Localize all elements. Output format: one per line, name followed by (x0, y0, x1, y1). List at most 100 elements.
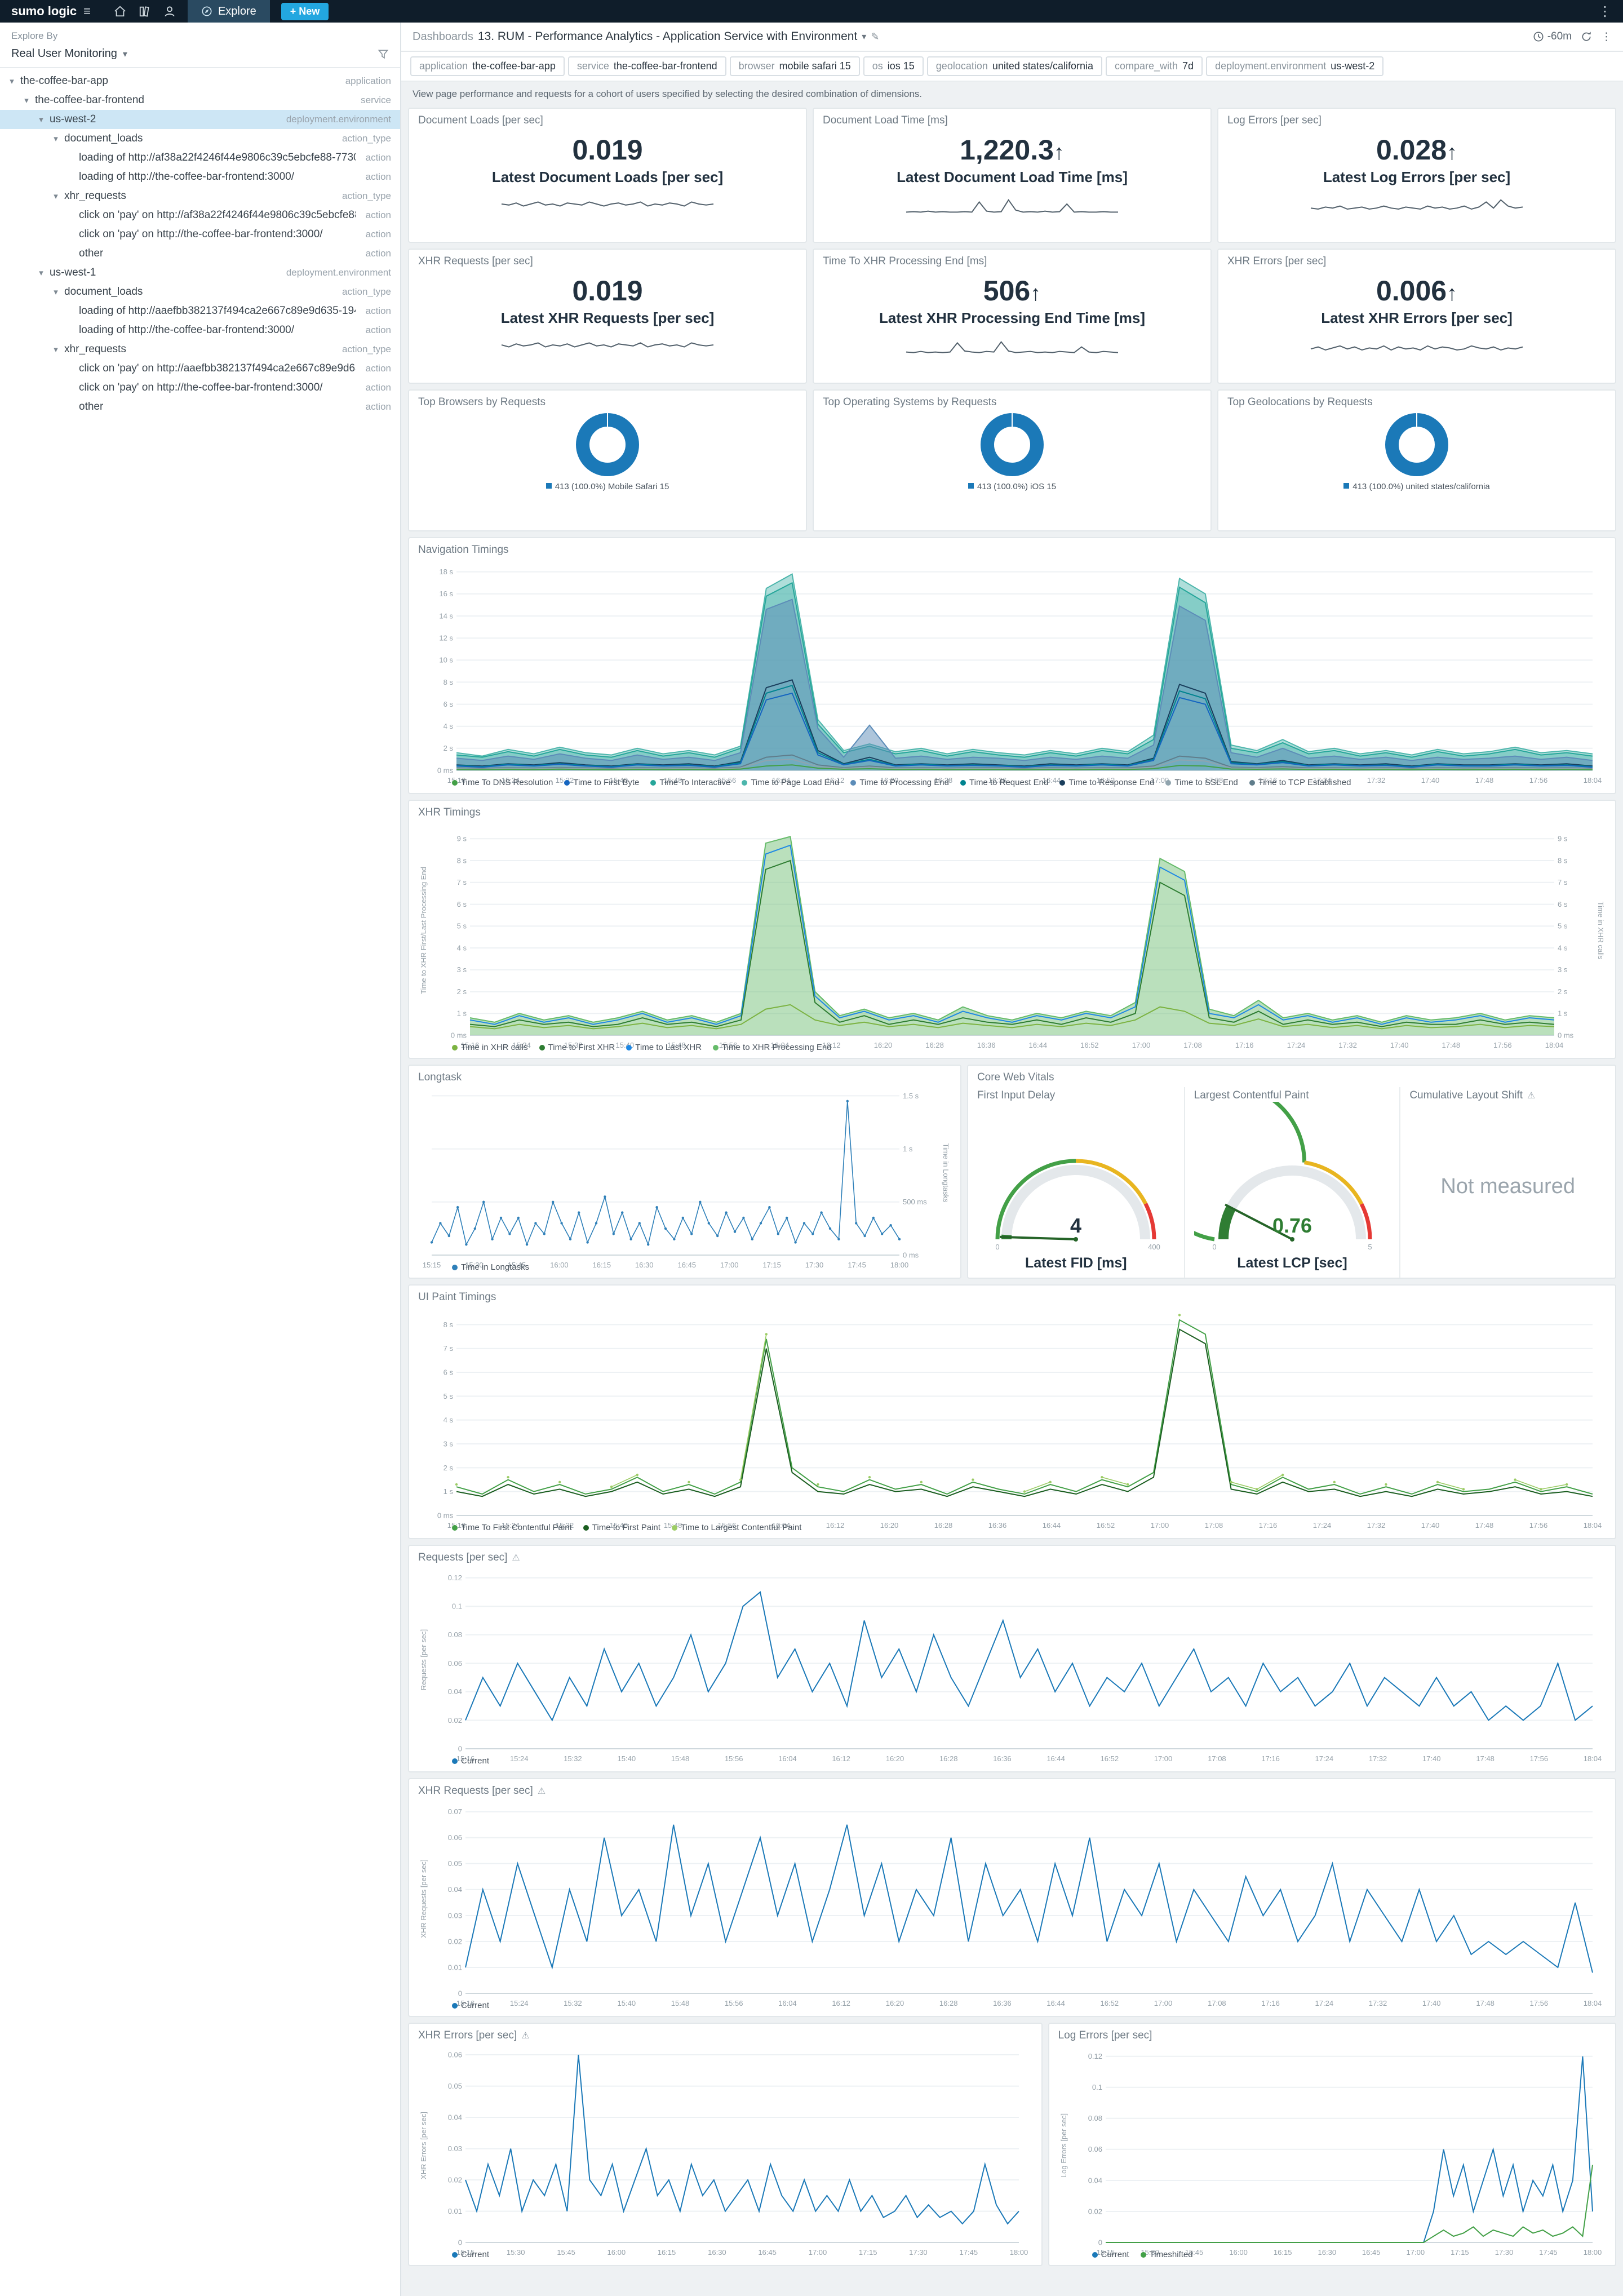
tree-item[interactable]: other action (0, 244, 400, 263)
chevron-down-icon[interactable]: ▾ (54, 287, 58, 297)
xhr-errors-chart[interactable]: 0 0.01 0.02 0.03 0.04 0.05 0.06 15:15 15:30 15:45… (418, 2042, 1032, 2257)
time-range-control[interactable]: -60m (1533, 30, 1572, 43)
header-kebab-icon[interactable]: ⋮ (1601, 30, 1612, 43)
dashboard-header-actions: -60m ⋮ (1533, 30, 1612, 43)
legend-item[interactable]: Time in Longtasks (452, 1262, 529, 1272)
legend-item[interactable]: Timeshifted (1140, 2250, 1193, 2259)
chevron-down-icon[interactable]: ▾ (54, 134, 58, 144)
legend-item[interactable]: Time to Last XHR (626, 1043, 702, 1052)
legend-item[interactable]: Time To DNS Resolution (452, 778, 553, 787)
legend-dot (452, 2002, 458, 2009)
legend-item[interactable]: Time in XHR calls (452, 1043, 528, 1052)
chevron-down-icon[interactable]: ▾ (54, 345, 58, 354)
legend-label: Current (461, 2001, 490, 2010)
donut-legend[interactable]: 413 (100.0%) iOS 15 (968, 482, 1056, 491)
xhr-requests-chart[interactable]: 0 0.01 0.02 0.03 0.04 0.05 0.06 0.07 15:16 15:24 1… (418, 1797, 1606, 2007)
filter-chip[interactable]: compare_with 7d (1105, 56, 1203, 76)
svg-text:17:00: 17:00 (1151, 1521, 1169, 1530)
legend-item[interactable]: Time to First Byte (564, 778, 639, 787)
requests-chart[interactable]: 0 0.02 0.04 0.06 0.08 0.1 0.12 15:16 15:24 15:32 1… (418, 1564, 1606, 1763)
tree-item[interactable]: click on 'pay' on http://the-coffee-bar-… (0, 378, 400, 397)
svg-text:16:52: 16:52 (1097, 776, 1115, 784)
svg-text:16:20: 16:20 (880, 776, 899, 784)
legend-label: Time to Largest Contentful Paint (680, 1523, 802, 1532)
filter-funnel-icon[interactable] (378, 48, 389, 60)
legend-item[interactable]: Time to Processing End (850, 778, 949, 787)
svg-text:17:56: 17:56 (1530, 1754, 1549, 1763)
tree-item[interactable]: ▾ document_loads action_type (0, 282, 400, 302)
legend-item[interactable]: Current (452, 2250, 489, 2259)
legend-item[interactable]: Time to XHR Processing End (713, 1043, 832, 1052)
donut-chart[interactable] (1381, 409, 1453, 481)
admin-icon[interactable] (161, 3, 179, 19)
chevron-down-icon[interactable]: ▾ (39, 115, 43, 125)
legend-item[interactable]: Time to Largest Contentful Paint (671, 1523, 802, 1532)
top-nav-bar: sumo logic ≡ Explore + New ⋮ (0, 0, 1623, 23)
chevron-down-icon[interactable]: ▾ (54, 192, 58, 201)
legend-item[interactable]: Time to SSL End (1165, 778, 1238, 787)
legend-item[interactable]: Current (452, 2001, 489, 2010)
sumo-logic-logo[interactable]: sumo logic ≡ (0, 0, 102, 23)
home-icon[interactable] (111, 3, 129, 19)
tree-item[interactable]: loading of http://af38a22f4246f44e9806c3… (0, 148, 400, 167)
ui-paint-timings-chart[interactable]: 0 ms1 s2 s3 s4 s5 s6 s7 s8 s15:1615:2415… (418, 1304, 1606, 1530)
tree-item[interactable]: click on 'pay' on http://aaefbb382137f49… (0, 359, 400, 378)
tab-explore[interactable]: Explore (187, 0, 270, 23)
chevron-down-icon[interactable]: ▾ (10, 77, 14, 86)
tree-item[interactable]: loading of http://the-coffee-bar-fronten… (0, 167, 400, 187)
tree-item[interactable]: loading of http://aaefbb382137f494ca2e66… (0, 302, 400, 321)
library-icon[interactable] (136, 3, 154, 19)
donut-chart[interactable] (976, 409, 1048, 481)
filter-chip[interactable]: application the-coffee-bar-app (410, 56, 565, 76)
legend-item[interactable]: Time To First Contentful Paint (452, 1523, 572, 1532)
legend-item[interactable]: Current (452, 1756, 489, 1766)
tree-item[interactable]: click on 'pay' on http://af38a22f4246f44… (0, 206, 400, 225)
donut-legend[interactable]: 413 (100.0%) Mobile Safari 15 (546, 482, 669, 491)
legend-label: Time to TCP Established (1258, 778, 1351, 787)
tree-item[interactable]: other action (0, 397, 400, 416)
svg-text:15:32: 15:32 (564, 1754, 582, 1763)
tree-item[interactable]: ▾ the-coffee-bar-frontend service (0, 91, 400, 110)
tree-item[interactable]: click on 'pay' on http://the-coffee-bar-… (0, 225, 400, 244)
navigation-timings-chart[interactable]: 0 ms2 s4 s6 s8 s10 s12 s14 s16 s18 s15:1… (418, 556, 1606, 784)
filter-chip[interactable]: os ios 15 (863, 56, 924, 76)
legend-item[interactable]: Time to First XHR (539, 1043, 615, 1052)
tree-item[interactable]: ▾ xhr_requests action_type (0, 340, 400, 359)
log-errors-chart[interactable]: 0 0.02 0.04 0.06 0.08 0.1 0.12 15:15 15:30 15:45 1… (1058, 2042, 1606, 2257)
legend-item[interactable]: Time to First Paint (583, 1523, 660, 1532)
filter-chip[interactable]: service the-coffee-bar-frontend (567, 56, 726, 76)
chevron-down-icon[interactable]: ▾ (39, 268, 43, 278)
menu-icon[interactable]: ≡ (83, 4, 91, 18)
refresh-icon[interactable] (1581, 31, 1592, 42)
donut-chart[interactable] (571, 409, 644, 481)
filter-chip[interactable]: geolocation united states/california (926, 56, 1102, 76)
tree-item[interactable]: ▾ xhr_requests action_type (0, 187, 400, 206)
explore-mode-select[interactable]: Real User Monitoring ▾ (0, 44, 400, 68)
edit-pencil-icon[interactable]: ✎ (871, 30, 880, 42)
tree-item[interactable]: ▾ the-coffee-bar-app application (0, 72, 400, 91)
tree-item[interactable]: ▾ document_loads action_type (0, 129, 400, 148)
tree-item[interactable]: loading of http://the-coffee-bar-fronten… (0, 321, 400, 340)
breadcrumb[interactable]: Dashboards (413, 30, 473, 43)
new-button[interactable]: + New (281, 2, 329, 20)
legend-item[interactable]: Time to Page Load End (742, 778, 839, 787)
xhr-timings-chart[interactable]: 0 ms 0 ms 1 s 1 s 2 s 2 s 3 s 3 s 4 s 4 s 5 s 5 s 6 … (418, 819, 1606, 1049)
legend-item[interactable]: Time to Response End (1059, 778, 1154, 787)
legend-item[interactable]: Time To Interactive (650, 778, 730, 787)
tree-item[interactable]: ▾ us-west-2 deployment.environment (0, 110, 400, 129)
topbar-kebab-icon[interactable]: ⋮ (1598, 3, 1612, 19)
chevron-down-icon[interactable]: ▾ (862, 32, 867, 42)
legend-item[interactable]: Current (1092, 2250, 1129, 2259)
legend-item[interactable]: Time to Request End (960, 778, 1048, 787)
filter-chip[interactable]: browser mobile safari 15 (729, 56, 860, 76)
svg-text:0.08: 0.08 (448, 1630, 462, 1639)
legend-item[interactable]: Time to TCP Established (1249, 778, 1351, 787)
svg-text:17:30: 17:30 (909, 2248, 928, 2257)
svg-text:16:12: 16:12 (832, 1754, 850, 1763)
longtask-chart[interactable]: 0 ms 500 ms 1 s 1.5 s 15:15 15:30 15:45 16:00 16… (418, 1084, 951, 1269)
chevron-down-icon[interactable]: ▾ (24, 96, 29, 105)
explore-by-label: Explore By (11, 30, 58, 41)
filter-chip[interactable]: deployment.environment us-west-2 (1206, 56, 1384, 76)
donut-legend[interactable]: 413 (100.0%) united states/california (1343, 482, 1490, 491)
tree-item[interactable]: ▾ us-west-1 deployment.environment (0, 263, 400, 282)
